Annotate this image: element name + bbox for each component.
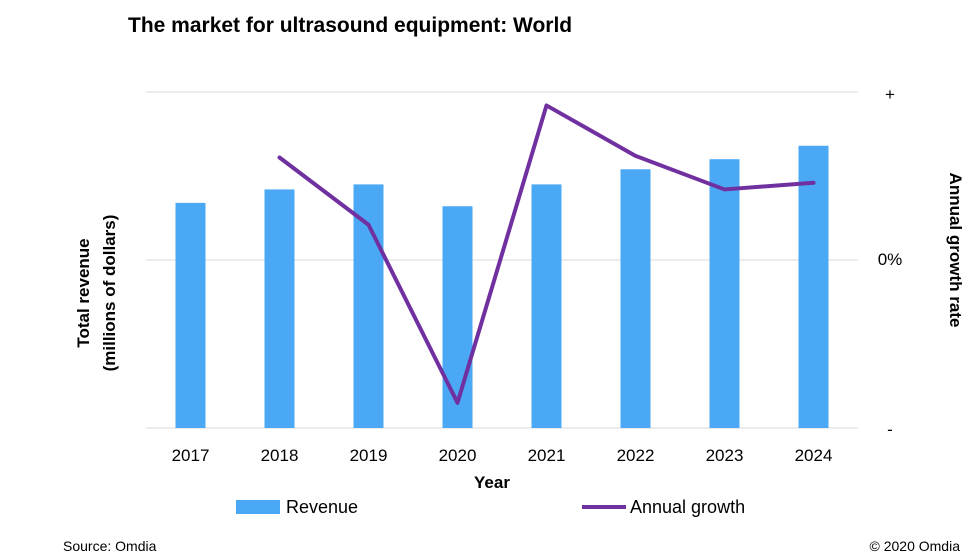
x-tick-2022: 2022 — [616, 446, 655, 465]
x-tick-2019: 2019 — [349, 446, 388, 465]
right-tick-minus: - — [887, 420, 893, 439]
x-axis-label: Year — [474, 473, 510, 492]
legend-revenue-swatch — [236, 500, 280, 514]
x-tick-2017: 2017 — [171, 446, 210, 465]
bar-revenue-2018 — [264, 189, 295, 428]
legend-revenue: Revenue — [236, 495, 358, 519]
x-tick-2021: 2021 — [527, 446, 566, 465]
bar-revenue-2020 — [442, 206, 473, 428]
legend-growth-label: Annual growth — [630, 496, 746, 517]
x-tick-2020: 2020 — [438, 446, 477, 465]
copyright-note: © 2020 Omdia — [869, 538, 960, 554]
legend-growth-swatch — [582, 505, 626, 509]
legend-revenue-label: Revenue — [286, 496, 359, 517]
bar-revenue-2024 — [798, 145, 829, 428]
x-tick-2023: 2023 — [705, 446, 744, 465]
bar-revenue-2017 — [175, 202, 206, 428]
right-axis-label: Annual growth rate — [946, 172, 965, 328]
x-tick-2018: 2018 — [260, 446, 299, 465]
right-tick-plus: + — [885, 85, 895, 104]
bar-revenue-2023 — [709, 159, 740, 428]
left-axis-label: Total revenue (millions of dollars) — [71, 215, 123, 372]
legend-annual-growth: Annual growth — [582, 495, 745, 519]
bar-revenue-2019 — [353, 184, 384, 428]
source-note: Source: Omdia — [63, 538, 157, 554]
right-tick-zero: 0% — [877, 250, 903, 269]
chart-title: The market for ultrasound equipment: Wor… — [128, 14, 573, 37]
bar-revenue-2022 — [620, 169, 651, 428]
left-axis-label-line2: (millions of dollars) — [100, 214, 119, 372]
x-tick-2024: 2024 — [794, 446, 833, 465]
bar-revenue-2021 — [531, 184, 562, 428]
left-axis-label-line1: Total revenue — [74, 238, 93, 348]
